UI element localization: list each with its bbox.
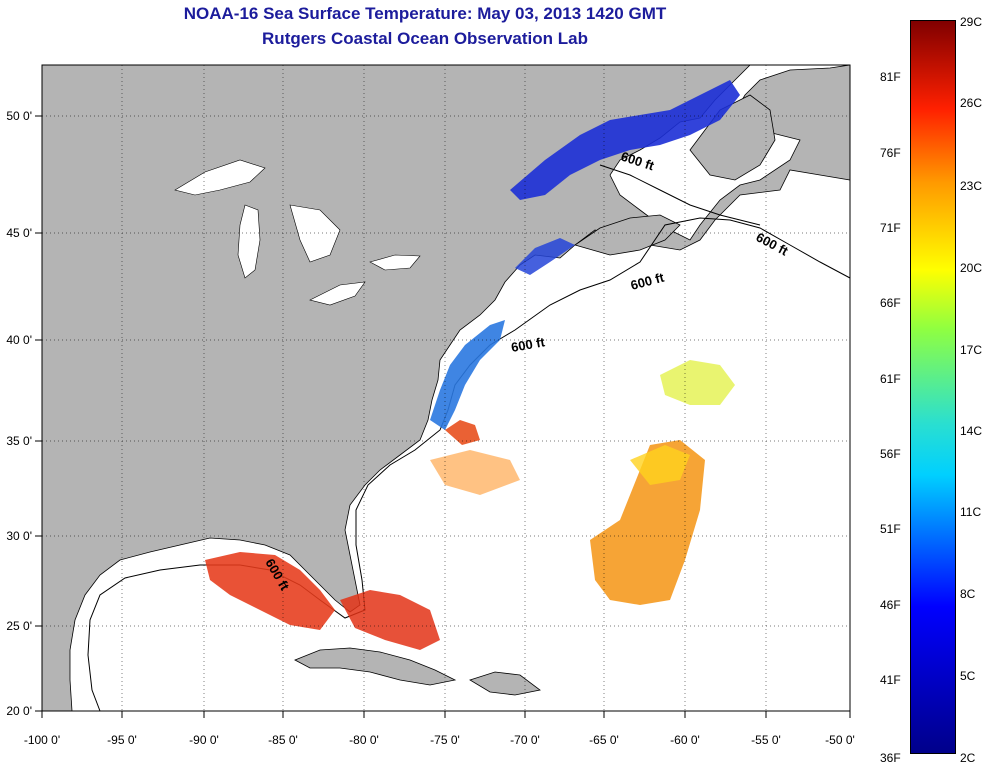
map-subtitle: Rutgers Coastal Ocean Observation Lab <box>262 29 588 48</box>
nova-scotia-land <box>574 214 681 256</box>
colorbar-fahrenheit-label: 76F <box>880 146 901 160</box>
colorbar-fahrenheit-label: 56F <box>880 447 901 461</box>
colorbar-fahrenheit-label: 81F <box>880 70 901 84</box>
colorbar-celsius-label: 2C <box>960 751 976 765</box>
temperature-colorbar <box>910 20 956 754</box>
lake-ontario <box>369 254 421 271</box>
lat-label: 50 0' <box>6 109 32 123</box>
lat-label: 45 0' <box>6 226 32 240</box>
lake-huron <box>289 204 341 263</box>
colorbar-celsius-label: 20C <box>960 261 983 275</box>
lon-label: -100 0' <box>24 733 60 747</box>
axis-ticks <box>35 115 851 718</box>
colorbar-celsius-label: 17C <box>960 343 983 357</box>
lake-erie <box>309 281 366 306</box>
sst-cape-hatteras-offshore <box>430 450 520 495</box>
colorbar-fahrenheit-label: 41F <box>880 673 901 687</box>
lon-label: -70 0' <box>510 733 540 747</box>
colorbar-fahrenheit-label: 36F <box>880 751 901 765</box>
lat-label: 25 0' <box>6 619 32 633</box>
lake-superior <box>174 159 266 196</box>
colorbar-celsius-label: 29C <box>960 15 983 29</box>
colorbar-celsius-label: 23C <box>960 179 983 193</box>
lat-label: 35 0' <box>6 434 32 448</box>
sst-open-atlantic-north <box>660 360 735 405</box>
lon-label: -95 0' <box>107 733 137 747</box>
colorbar-fahrenheit-label: 66F <box>880 296 901 310</box>
lon-label: -60 0' <box>670 733 700 747</box>
map-grid <box>42 65 850 711</box>
lon-label: -80 0' <box>349 733 379 747</box>
colorbar-celsius-label: 14C <box>960 424 983 438</box>
isobath-600ft-line <box>87 217 851 712</box>
colorbar-celsius-label: 8C <box>960 587 976 601</box>
lon-label: -50 0' <box>825 733 855 747</box>
sst-mid-atlantic <box>430 320 505 430</box>
lake-michigan <box>237 204 261 279</box>
sst-gulf-stream-edge <box>630 445 690 485</box>
cuba-land <box>294 647 457 686</box>
colorbar-fahrenheit-label: 51F <box>880 522 901 536</box>
colorbar-fahrenheit-label: 71F <box>880 221 901 235</box>
sst-gulf-mexico <box>205 552 335 630</box>
sst-observations <box>205 80 740 650</box>
colorbar-celsius-label: 5C <box>960 669 976 683</box>
colorbar-celsius-label: 26C <box>960 96 983 110</box>
isobath-600ft-line-gulf-st-lawrence <box>599 164 761 226</box>
sst-open-atlantic-south <box>590 440 705 605</box>
sst-gulf-st-lawrence <box>510 80 740 200</box>
lat-label: 40 0' <box>6 333 32 347</box>
map-frame <box>41 64 851 712</box>
sst-gulf-maine <box>515 238 575 275</box>
hispaniola-land <box>469 671 541 696</box>
sst-florida-straits <box>340 590 440 650</box>
lon-label: -65 0' <box>589 733 619 747</box>
lon-label: -75 0' <box>430 733 460 747</box>
lon-label: -90 0' <box>189 733 219 747</box>
colorbar-fahrenheit-label: 46F <box>880 598 901 612</box>
sst-hatteras <box>445 420 480 445</box>
lon-label: -55 0' <box>751 733 781 747</box>
lon-label: -85 0' <box>268 733 298 747</box>
lat-label: 30 0' <box>6 529 32 543</box>
colorbar-fahrenheit-label: 61F <box>880 372 901 386</box>
map-title: NOAA-16 Sea Surface Temperature: May 03,… <box>183 4 667 23</box>
isobath-label: 600 ft <box>510 334 547 355</box>
colorbar-celsius-label: 11C <box>960 505 982 519</box>
lat-label: 20 0' <box>6 704 32 718</box>
